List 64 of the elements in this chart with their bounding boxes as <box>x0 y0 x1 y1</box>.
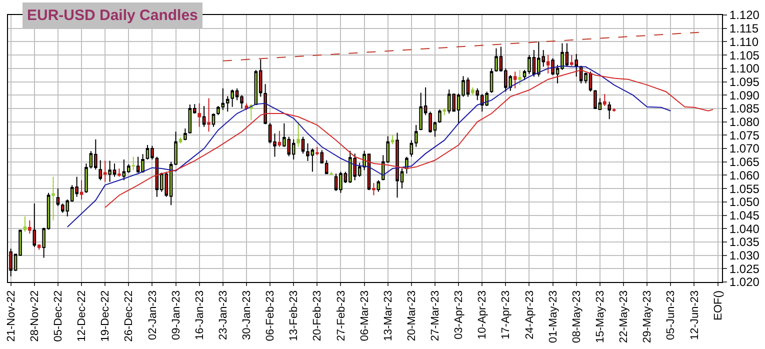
y-tick-label: 1.060 <box>729 168 760 182</box>
x-tick-label: 12-Jun-23 <box>688 290 701 340</box>
x-tick-label: 24-Apr-23 <box>524 290 536 340</box>
x-tick-label: 06-Feb-23 <box>264 290 277 342</box>
x-tick-label: 05-Dec-22 <box>52 290 65 342</box>
x-tick-label: 13-Feb-23 <box>288 290 300 342</box>
x-tick-label: 28-Nov-22 <box>28 290 41 342</box>
x-tick-label: 08-May-23 <box>570 290 583 343</box>
y-tick-label: 1.025 <box>729 262 760 276</box>
candlestick <box>212 113 216 128</box>
x-tick-label: 09-Jan-23 <box>170 290 182 340</box>
y-tick-label: 1.045 <box>729 208 760 222</box>
candlestick <box>513 71 517 89</box>
y-tick-label: 1.110 <box>729 34 759 49</box>
y-tick-label: 1.090 <box>729 88 760 102</box>
x-tick-label: 27-Feb-23 <box>335 290 348 342</box>
y-tick-label: 1.055 <box>729 182 760 196</box>
y-tick-label: 1.085 <box>729 102 760 116</box>
y-tick-label: 1.075 <box>729 128 760 142</box>
y-tick-label: 1.035 <box>729 235 760 250</box>
candlestick <box>376 180 380 192</box>
line-series <box>66 66 672 228</box>
y-tick-label: 1.030 <box>729 248 760 262</box>
x-tick-label: 01-May-23 <box>547 290 560 343</box>
x-tick-label: EOF() <box>712 290 724 320</box>
candlestick <box>330 171 333 176</box>
x-tick-label: 15-May-23 <box>594 290 607 343</box>
candlestick <box>264 84 267 125</box>
y-tick-label: 1.115 <box>729 22 759 36</box>
x-tick-label: 17-Apr-23 <box>500 290 512 340</box>
y-tick-label: 1.105 <box>729 48 760 62</box>
x-tick-label: 16-Jan-23 <box>194 290 206 340</box>
candlestick <box>602 94 606 107</box>
candlestick <box>518 70 522 86</box>
candlestick <box>471 86 474 96</box>
candlestick <box>608 101 612 120</box>
x-tick-label: 02-Jan-23 <box>146 290 159 340</box>
x-tick-label: 20-Feb-23 <box>312 290 324 342</box>
candlestick <box>98 160 102 181</box>
x-tick-label: 20-Mar-23 <box>406 290 418 342</box>
y-tick-label: 1.050 <box>729 195 760 210</box>
x-tick-label: 03-Apr-23 <box>453 290 466 340</box>
y-tick-label: 1.080 <box>729 115 760 129</box>
y-tick-label: 1.120 <box>729 8 760 22</box>
x-tick-label: 13-Mar-23 <box>382 290 394 342</box>
x-tick-label: 21-Nov-22 <box>5 290 18 342</box>
x-tick-label: 30-Jan-23 <box>241 290 254 340</box>
x-tick-label: 10-Apr-23 <box>476 290 489 340</box>
x-tick-label: 22-May-23 <box>618 290 630 343</box>
x-tick-label: 26-Dec-22 <box>123 290 136 342</box>
x-tick-label: 27-Mar-23 <box>430 290 442 342</box>
x-tick-label: 19-Dec-22 <box>100 290 112 342</box>
y-tick-label: 1.100 <box>729 62 760 76</box>
x-tick-label: 23-Jan-23 <box>217 290 230 340</box>
x-tick-label: 29-May-23 <box>642 290 654 343</box>
y-tick-label: 1.095 <box>729 74 760 89</box>
y-tick-label: 1.065 <box>729 155 760 170</box>
x-tick-label: 06-Mar-23 <box>358 290 371 342</box>
x-tick-label: 12-Dec-22 <box>76 290 88 342</box>
x-tick-label: 05-Jun-23 <box>665 290 678 340</box>
y-tick-label: 1.040 <box>729 222 760 236</box>
chart-title: EUR-USD Daily Candles <box>27 7 198 24</box>
y-tick-label: 1.020 <box>729 275 760 290</box>
y-tick-label: 1.070 <box>729 142 760 156</box>
